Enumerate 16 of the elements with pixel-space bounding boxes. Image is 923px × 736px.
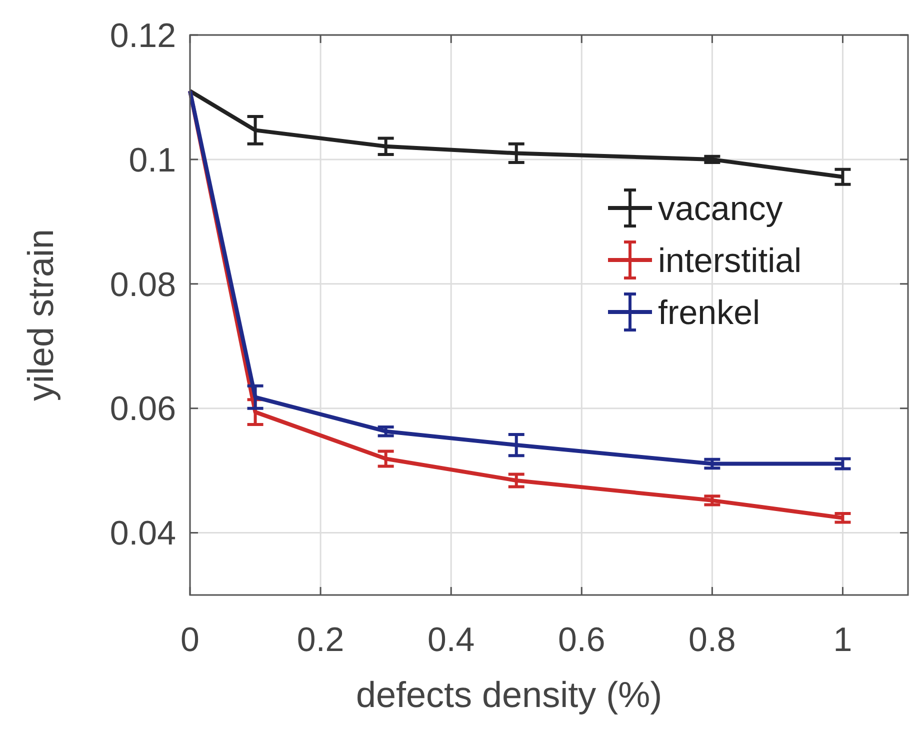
x-tick-label: 0.4: [427, 621, 475, 659]
y-tick-label: 0.04: [110, 514, 176, 553]
x-tick-label: 0: [180, 621, 200, 659]
x-tick-label: 0.8: [688, 621, 736, 659]
y-tick-label: 0.12: [110, 16, 176, 55]
legend-label: vacancy: [658, 190, 783, 228]
legend-label: frenkel: [658, 294, 760, 332]
x-tick-label: 0.6: [558, 621, 606, 659]
y-axis-title: yiled strain: [20, 228, 61, 402]
x-tick-label: 0.2: [296, 621, 344, 659]
y-tick-label: 0.08: [110, 266, 176, 304]
x-tick-label: 1: [833, 621, 852, 659]
y-tick-label: 0.1: [128, 141, 176, 180]
x-axis-title: defects density (%): [356, 674, 662, 715]
legend-label: interstitial: [658, 242, 802, 280]
y-tick-label: 0.06: [110, 390, 176, 428]
